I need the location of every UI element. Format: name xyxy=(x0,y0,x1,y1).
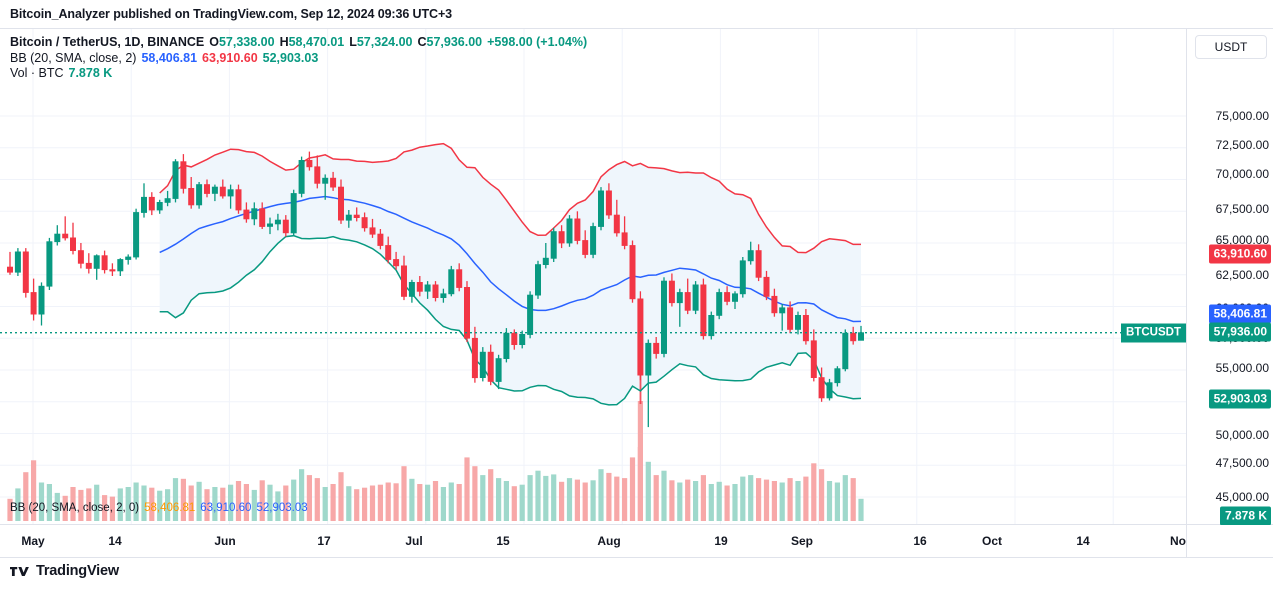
bb-bottom-title[interactable]: BB (20, SMA, close, 2, 0) xyxy=(10,502,140,514)
volume-pane-legend: BB (20, SMA, close, 2, 0) 58,406.81 63,910… xyxy=(10,502,308,514)
time-axis[interactable]: May 14 Jun 17 Jul 15 Aug 19 Sep 16 Oct 14 No xyxy=(0,525,1273,558)
time-axis-tick: Jul xyxy=(405,534,423,548)
price-axis-tick: 75,000.00 xyxy=(1215,109,1269,123)
time-axis-tick: No xyxy=(1170,534,1186,548)
footer-branding: TradingView xyxy=(10,563,119,579)
price-axis[interactable]: USDT 75,000.00 72,500.00 70,000.00 67,500.0… xyxy=(1186,29,1273,555)
bb-bottom-value-1: 58,406.81 xyxy=(144,502,196,514)
time-axis-tick: May xyxy=(21,534,45,548)
price-axis-tick: 47,500.00 xyxy=(1215,456,1269,470)
tradingview-brand-label: TradingView xyxy=(36,563,119,579)
attribution-text: Bitcoin_Analyzer published on TradingVie… xyxy=(10,7,453,21)
time-axis-tick: Jun xyxy=(214,534,236,548)
bb-bottom-value-2: 63,910.60 xyxy=(200,502,252,514)
time-axis-tick: 14 xyxy=(108,534,122,548)
chart-plot-area[interactable]: BTCUSDT xyxy=(0,29,1186,524)
time-axis-tick: 15 xyxy=(496,534,510,548)
time-axis-tick: 16 xyxy=(913,534,927,548)
chart-canvas xyxy=(0,29,1186,524)
price-axis-value-badge: 7.878 K xyxy=(1219,506,1271,526)
price-axis-tick: 55,000.00 xyxy=(1215,361,1269,375)
price-axis-tick: 72,500.00 xyxy=(1215,138,1269,152)
time-axis-tick: 19 xyxy=(714,534,728,548)
chart-frame: BTCUSDT Bitcoin / TetherUS, 1D, BINANCE O… xyxy=(0,28,1273,555)
price-axis-value-badge: 52,903.03 xyxy=(1208,389,1271,409)
time-axis-tick: Sep xyxy=(790,534,814,548)
price-axis-tick: 70,000.00 xyxy=(1215,167,1269,181)
time-axis-tick: Oct xyxy=(981,534,1003,548)
price-axis-tick: 65,000.00 xyxy=(1215,233,1269,247)
price-axis-tick: 62,500.00 xyxy=(1215,268,1269,282)
axis-divider xyxy=(1186,525,1187,558)
price-axis-tick: 50,000.00 xyxy=(1215,428,1269,442)
bb-bottom-value-3: 52,903.03 xyxy=(256,502,308,514)
price-axis-value-badge: 57,936.00 xyxy=(1208,322,1271,342)
price-axis-unit-top[interactable]: USDT xyxy=(1195,35,1267,59)
price-axis-value-badge: 63,910.60 xyxy=(1208,244,1271,264)
price-axis-value-badge: 58,406.81 xyxy=(1208,304,1271,324)
time-axis-tick: 14 xyxy=(1076,534,1090,548)
time-axis-tick: Aug xyxy=(597,534,621,548)
time-axis-tick: 17 xyxy=(317,534,331,548)
tradingview-logo-icon xyxy=(10,565,30,578)
price-axis-tick: 67,500.00 xyxy=(1215,202,1269,216)
series-price-tag: BTCUSDT xyxy=(1121,323,1186,343)
price-axis-tick: 45,000.00 xyxy=(1215,490,1269,504)
